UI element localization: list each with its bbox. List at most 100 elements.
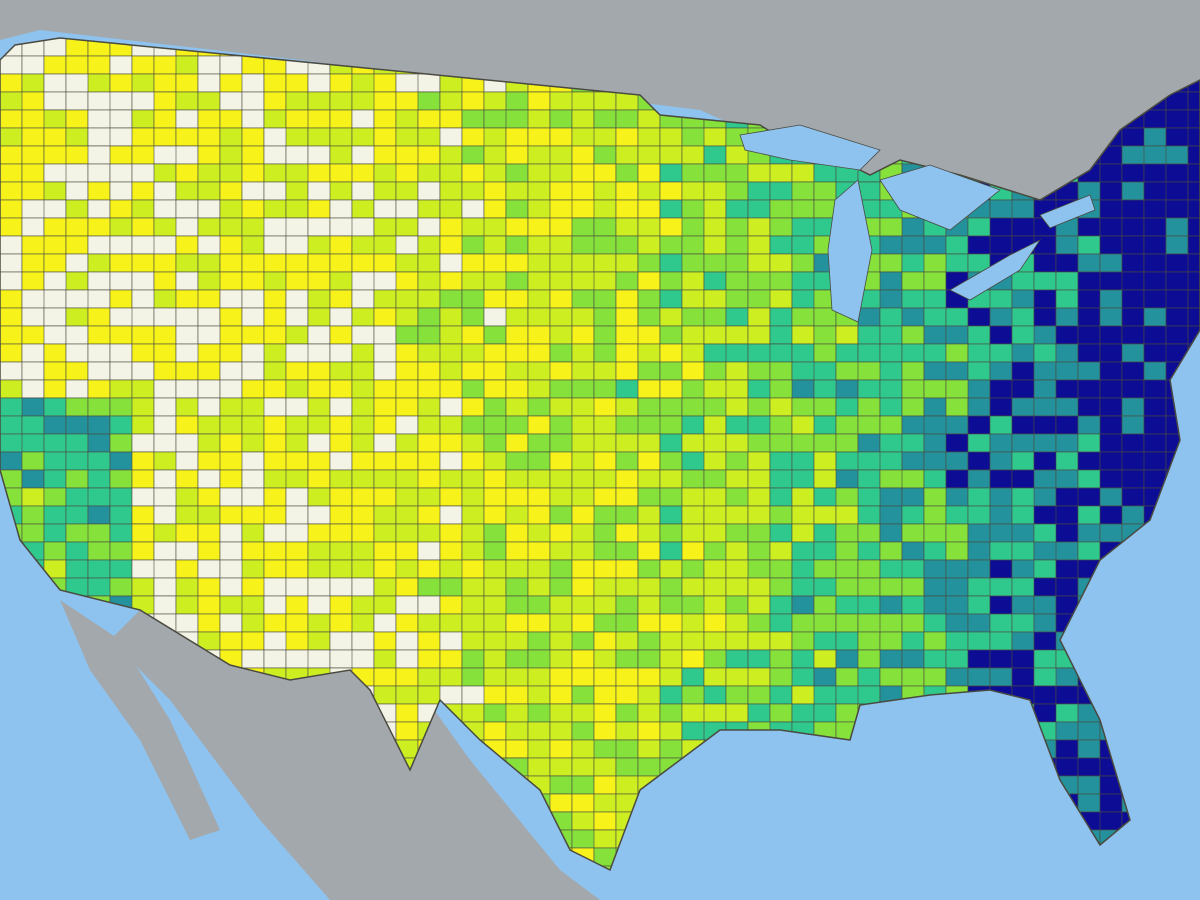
county [175, 415, 199, 435]
county [197, 73, 221, 93]
county [659, 451, 683, 471]
county [725, 505, 749, 525]
county [879, 325, 903, 345]
county [571, 487, 595, 507]
county [967, 487, 991, 507]
county [703, 541, 727, 561]
county [373, 127, 397, 147]
county [1165, 307, 1189, 327]
county [879, 433, 903, 453]
county [681, 505, 705, 525]
county [813, 325, 837, 345]
county [945, 523, 969, 543]
county [857, 343, 881, 363]
county [0, 235, 23, 255]
county [219, 289, 243, 309]
county [923, 397, 947, 417]
county [373, 397, 397, 417]
county [703, 397, 727, 417]
county [549, 793, 573, 813]
county [285, 145, 309, 165]
county [87, 289, 111, 309]
county [1055, 451, 1079, 471]
county [109, 235, 133, 255]
lake-erie [949, 238, 1042, 301]
county [857, 415, 881, 435]
county [1121, 289, 1145, 309]
county [593, 685, 617, 705]
county [351, 487, 375, 507]
county [527, 307, 551, 327]
county [593, 487, 617, 507]
county [1121, 379, 1145, 399]
county [329, 487, 353, 507]
county [637, 559, 661, 579]
county [395, 703, 419, 723]
county [285, 253, 309, 273]
county [703, 217, 727, 237]
county [87, 271, 111, 291]
county [989, 487, 1013, 507]
county [945, 397, 969, 417]
county [659, 289, 683, 309]
county [417, 595, 441, 615]
county [1077, 793, 1101, 813]
county [0, 361, 23, 381]
county [351, 253, 375, 273]
county [1033, 577, 1057, 597]
county [1121, 199, 1145, 219]
county [219, 91, 243, 111]
county [263, 361, 287, 381]
county [637, 217, 661, 237]
county [285, 361, 309, 381]
county [0, 73, 23, 93]
county [373, 505, 397, 525]
county [945, 631, 969, 651]
county [1033, 253, 1057, 273]
county [109, 163, 133, 183]
county [241, 379, 265, 399]
county [109, 379, 133, 399]
county [989, 397, 1013, 417]
county [219, 361, 243, 381]
county [263, 541, 287, 561]
county [835, 433, 859, 453]
county [109, 469, 133, 489]
county [505, 289, 529, 309]
county [791, 469, 815, 489]
county [439, 145, 463, 165]
county [263, 73, 287, 93]
county [549, 595, 573, 615]
county [43, 307, 67, 327]
county [549, 361, 573, 381]
county [263, 613, 287, 633]
county [109, 289, 133, 309]
county [131, 487, 155, 507]
county [439, 685, 463, 705]
county [263, 559, 287, 579]
county [395, 217, 419, 237]
county [1077, 775, 1101, 795]
county [967, 451, 991, 471]
county [505, 577, 529, 597]
county [197, 487, 221, 507]
county [131, 199, 155, 219]
county [153, 235, 177, 255]
county [1165, 163, 1189, 183]
county [1165, 325, 1189, 345]
county [527, 451, 551, 471]
county [857, 397, 881, 417]
county [21, 343, 45, 363]
county [1033, 235, 1057, 255]
county [1187, 235, 1200, 255]
county [395, 631, 419, 651]
county [0, 271, 23, 291]
county [505, 685, 529, 705]
county [615, 343, 639, 363]
county [197, 397, 221, 417]
county [615, 307, 639, 327]
county [65, 433, 89, 453]
county [549, 127, 573, 147]
county [989, 469, 1013, 489]
county [373, 523, 397, 543]
